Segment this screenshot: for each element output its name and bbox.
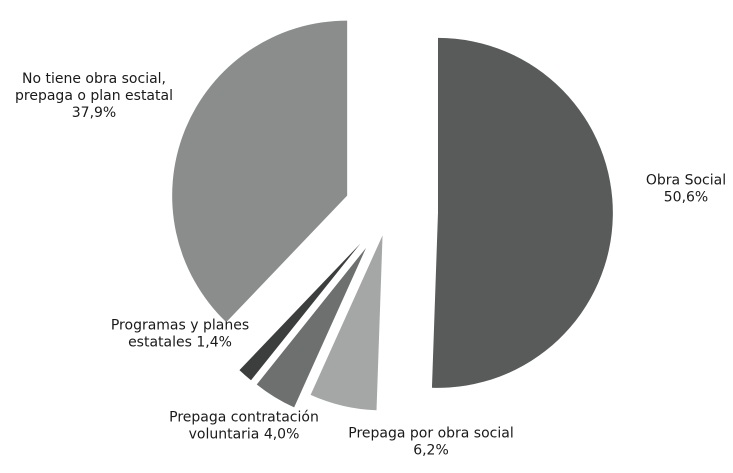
slice-label-line: estatales 1,4% <box>128 335 232 351</box>
pie-slice-1 <box>431 37 613 388</box>
slice-label-line: Programas y planes <box>111 318 249 334</box>
slice-label-2: Prepaga por obra social 6,2% <box>348 426 513 459</box>
pie-slice-4 <box>239 243 361 381</box>
pie-slice-3 <box>256 247 367 408</box>
slice-label-line: 37,9% <box>72 105 116 121</box>
slice-label-5: No tiene obra social, prepaga o plan esta… <box>15 71 173 121</box>
slice-label-1: Obra Social 50,6% <box>646 173 726 206</box>
slice-label-line: 50,6% <box>664 190 708 206</box>
pie-slices <box>172 20 613 411</box>
slice-label-line: voluntaria 4,0% <box>189 427 300 443</box>
slice-label-line: Prepaga contratación <box>169 410 319 426</box>
pie-slice-2 <box>310 235 383 411</box>
slice-label-line: 6,2% <box>413 443 449 459</box>
pie-slice-5 <box>172 20 348 323</box>
slice-label-line: Prepaga por obra social <box>348 426 513 442</box>
slice-label-line: prepaga o plan estatal <box>15 88 173 104</box>
pie-labels: Obra Social 50,6% Prepaga por obra social 6… <box>15 71 726 459</box>
slice-label-line: Obra Social <box>646 173 726 189</box>
slice-label-line: No tiene obra social, <box>22 71 166 87</box>
slice-label-4: Programas y planes estatales 1,4% <box>111 318 249 351</box>
slice-label-3: Prepaga contratación voluntaria 4,0% <box>169 410 319 443</box>
